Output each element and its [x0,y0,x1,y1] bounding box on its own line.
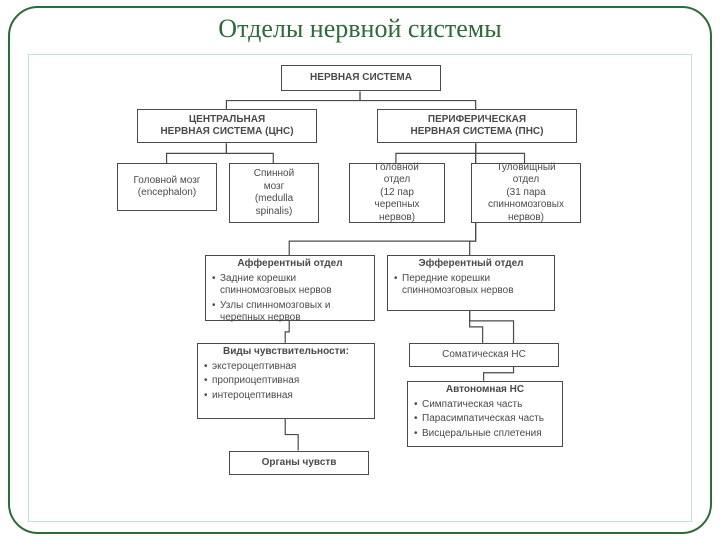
node-spinal: Спинноймозг(medullaspinalis) [229,163,319,223]
diagram-content: НЕРВНАЯ СИСТЕМА ЦЕНТРАЛЬНАЯНЕРВНАЯ СИСТЕМ… [28,54,692,522]
node-cranial: Головнойотдел(12 парчерепныхнервов) [349,163,445,223]
node-soma: Соматическая НС [409,343,559,367]
node-sens: Виды чувствительности:экстероцептивнаяпр… [197,343,375,419]
node-auto: Автономная НССимпатическая частьПарасимп… [407,381,563,447]
node-organs: Органы чувств [229,451,369,475]
node-root: НЕРВНАЯ СИСТЕМА [281,65,441,91]
node-pns: ПЕРИФЕРИЧЕСКАЯНЕРВНАЯ СИСТЕМА (ПНС) [377,109,577,143]
node-cns: ЦЕНТРАЛЬНАЯНЕРВНАЯ СИСТЕМА (ЦНС) [137,109,317,143]
node-aff: Афферентный отделЗадние корешки спинномо… [205,255,375,321]
node-eff: Эфферентный отделПередние корешки спинно… [387,255,555,311]
node-brain: Головной мозг(encephalon) [117,163,217,211]
node-trunk: Туловищныйотдел(31 параспинномозговыхнер… [471,163,581,223]
slide-title: Отделы нервной системы [0,14,720,44]
